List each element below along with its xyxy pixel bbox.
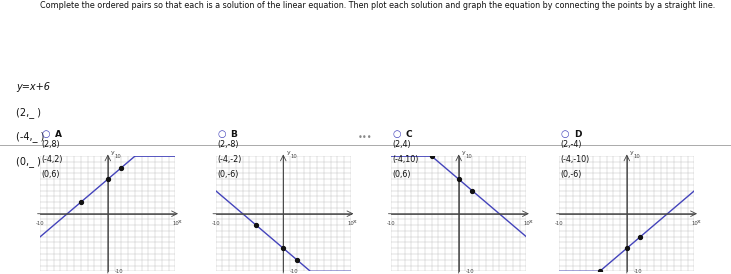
Text: 10: 10 <box>466 154 472 159</box>
Text: Complete the ordered pairs so that each is a solution of the linear equation. Th: Complete the ordered pairs so that each … <box>40 1 716 10</box>
Text: (-4,-2): (-4,-2) <box>217 155 241 164</box>
Text: (2,_ ): (2,_ ) <box>16 107 41 118</box>
Text: (0,6): (0,6) <box>42 170 60 179</box>
Text: y: y <box>630 150 634 155</box>
Text: (-4,10): (-4,10) <box>393 155 419 164</box>
Text: -10: -10 <box>290 269 299 274</box>
Text: •••: ••• <box>358 133 373 141</box>
Text: (0,-6): (0,-6) <box>561 170 582 179</box>
Text: y: y <box>462 150 466 155</box>
Text: 10: 10 <box>634 154 640 159</box>
Text: (0,-6): (0,-6) <box>217 170 238 179</box>
Text: (-4,_ ): (-4,_ ) <box>16 132 45 142</box>
Text: y: y <box>111 150 115 155</box>
Text: y: y <box>287 150 290 155</box>
Text: B: B <box>230 130 237 139</box>
Text: (0,_ ): (0,_ ) <box>16 156 41 167</box>
Text: 10: 10 <box>691 221 698 226</box>
Text: x: x <box>697 219 700 224</box>
Text: y=x+6: y=x+6 <box>16 82 50 92</box>
Text: 10: 10 <box>115 154 121 159</box>
Text: x: x <box>529 219 532 224</box>
Text: 10: 10 <box>290 154 297 159</box>
Text: A: A <box>55 130 62 139</box>
Text: -10: -10 <box>555 221 564 226</box>
Text: (-4,-10): (-4,-10) <box>561 155 590 164</box>
Text: x: x <box>178 219 181 224</box>
Text: (2,4): (2,4) <box>393 140 411 149</box>
Text: ○: ○ <box>42 129 50 139</box>
Text: x: x <box>353 219 357 224</box>
Text: D: D <box>574 130 581 139</box>
Text: -10: -10 <box>115 269 124 274</box>
Text: (2,-8): (2,-8) <box>217 140 238 149</box>
Text: -10: -10 <box>36 221 45 226</box>
Text: 10: 10 <box>523 221 530 226</box>
Text: -10: -10 <box>211 221 220 226</box>
Text: 10: 10 <box>172 221 179 226</box>
Text: -10: -10 <box>634 269 643 274</box>
Text: -10: -10 <box>387 221 395 226</box>
Text: (-4,2): (-4,2) <box>42 155 63 164</box>
Text: 10: 10 <box>347 221 355 226</box>
Text: -10: -10 <box>466 269 474 274</box>
Text: ○: ○ <box>393 129 401 139</box>
Text: ○: ○ <box>217 129 226 139</box>
Text: C: C <box>406 130 412 139</box>
Text: (2,-4): (2,-4) <box>561 140 582 149</box>
Text: ○: ○ <box>561 129 569 139</box>
Text: (0,6): (0,6) <box>393 170 411 179</box>
Text: (2,8): (2,8) <box>42 140 60 149</box>
